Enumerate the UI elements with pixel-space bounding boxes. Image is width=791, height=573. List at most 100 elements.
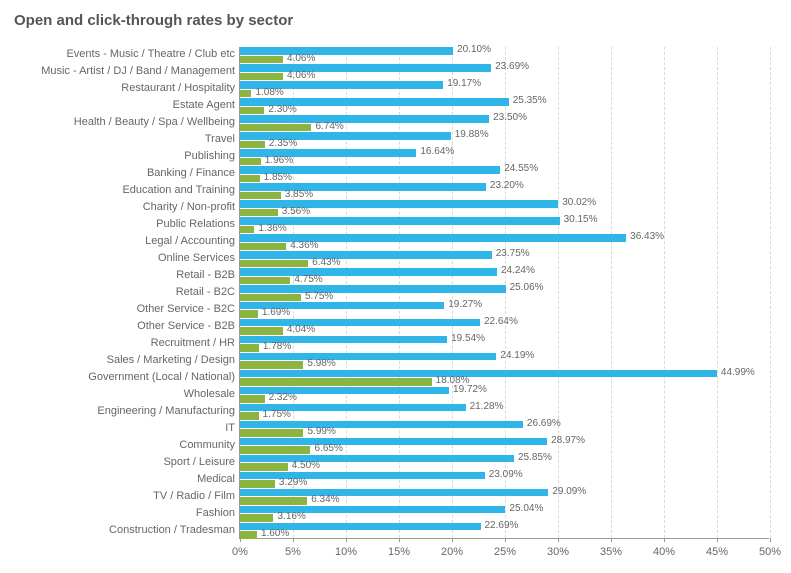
bar-open-value: 19.27%: [444, 301, 482, 309]
bar-click: [240, 277, 290, 285]
chart-row: Community28.97%6.65%: [240, 438, 769, 447]
bar-click-value: 5.99%: [303, 428, 335, 436]
category-label: Sales / Marketing / Design: [15, 355, 235, 366]
bar-open: [240, 64, 491, 72]
x-tick-label: 50%: [759, 546, 781, 558]
bar-open-value: 21.28%: [466, 403, 504, 411]
category-label: IT: [15, 423, 235, 434]
x-tick-label: 45%: [706, 546, 728, 558]
bar-click-value: 2.35%: [265, 140, 297, 148]
chart-row: Other Service - B2B22.64%4.04%: [240, 319, 769, 328]
bar-click-value: 5.98%: [303, 360, 335, 368]
bar-click-value: 6.43%: [308, 259, 340, 267]
bar-click-value: 4.36%: [286, 242, 318, 250]
bar-click-value: 6.74%: [311, 123, 343, 131]
bar-click: [240, 514, 273, 522]
bar-open-value: 36.43%: [626, 233, 664, 241]
bar-click: [240, 158, 261, 166]
bar-click-value: 4.06%: [283, 72, 315, 80]
chart-row: IT26.69%5.99%: [240, 421, 769, 430]
bar-click-value: 4.50%: [288, 462, 320, 470]
chart-row: Publishing16.64%1.96%: [240, 149, 769, 158]
bar-click: [240, 209, 278, 217]
bar-click: [240, 56, 283, 64]
bar-click-value: 1.85%: [260, 174, 292, 182]
bar-open-value: 22.64%: [480, 318, 518, 326]
bar-click-value: 1.78%: [259, 343, 291, 351]
bar-open: [240, 421, 523, 429]
x-tick-label: 0%: [232, 546, 248, 558]
bar-click: [240, 497, 307, 505]
bar-open: [240, 268, 497, 276]
bar-click-value: 1.60%: [257, 530, 289, 538]
x-tick: [611, 538, 612, 542]
bar-open-value: 19.54%: [447, 335, 485, 343]
chart-row: Estate Agent25.35%2.30%: [240, 98, 769, 107]
chart-row: TV / Radio / Film29.09%6.34%: [240, 489, 769, 498]
chart-row: Recruitment / HR19.54%1.78%: [240, 336, 769, 345]
bar-click: [240, 429, 303, 437]
bar-open-value: 23.75%: [492, 250, 530, 258]
chart-row: Engineering / Manufacturing21.28%1.75%: [240, 404, 769, 413]
x-tick: [505, 538, 506, 542]
chart-row: Events - Music / Theatre / Club etc20.10…: [240, 47, 769, 56]
bar-open-value: 30.02%: [558, 199, 596, 207]
category-label: Education and Training: [15, 185, 235, 196]
bar-click-value: 6.34%: [307, 496, 339, 504]
category-label: Fashion: [15, 508, 235, 519]
chart-row: Retail - B2C25.06%5.75%: [240, 285, 769, 294]
bar-click-value: 1.36%: [254, 225, 286, 233]
category-label: Events - Music / Theatre / Club etc: [15, 49, 235, 60]
bar-click: [240, 327, 283, 335]
bar-click-value: 1.75%: [259, 411, 291, 419]
bar-open-value: 24.19%: [496, 352, 534, 360]
category-label: Restaurant / Hospitality: [15, 83, 235, 94]
bar-open-value: 25.04%: [505, 505, 543, 513]
x-tick: [399, 538, 400, 542]
bar-click: [240, 90, 251, 98]
bar-click: [240, 73, 283, 81]
x-tick-label: 25%: [494, 546, 516, 558]
bar-click: [240, 395, 265, 403]
bar-click: [240, 378, 432, 386]
chart-row: Other Service - B2C19.27%1.69%: [240, 302, 769, 311]
chart-row: Legal / Accounting36.43%4.36%: [240, 234, 769, 243]
chart-row: Health / Beauty / Spa / Wellbeing23.50%6…: [240, 115, 769, 124]
bar-click: [240, 463, 288, 471]
chart-row: Travel19.88%2.35%: [240, 132, 769, 141]
x-tick-label: 30%: [547, 546, 569, 558]
x-tick: [452, 538, 453, 542]
bar-click-value: 4.06%: [283, 55, 315, 63]
category-label: Other Service - B2B: [15, 321, 235, 332]
bar-open-value: 25.85%: [514, 454, 552, 462]
bar-open: [240, 472, 485, 480]
category-label: Medical: [15, 474, 235, 485]
bar-click: [240, 243, 286, 251]
chart-row: Charity / Non-profit30.02%3.56%: [240, 200, 769, 209]
gridline: [770, 47, 771, 538]
bar-open: [240, 455, 514, 463]
bar-open-value: 19.17%: [443, 80, 481, 88]
chart-title: Open and click-through rates by sector: [14, 12, 777, 29]
chart-row: Government (Local / National)44.99%18.08…: [240, 370, 769, 379]
bar-click-value: 3.56%: [278, 208, 310, 216]
category-label: Banking / Finance: [15, 168, 235, 179]
category-label: Charity / Non-profit: [15, 202, 235, 213]
x-tick-label: 35%: [600, 546, 622, 558]
x-tick: [558, 538, 559, 542]
bar-click: [240, 480, 275, 488]
bar-click-value: 1.96%: [261, 157, 293, 165]
chart-row: Fashion25.04%3.16%: [240, 506, 769, 515]
bar-click: [240, 344, 259, 352]
category-label: Retail - B2B: [15, 270, 235, 281]
chart-row: Sales / Marketing / Design24.19%5.98%: [240, 353, 769, 362]
bar-open: [240, 489, 548, 497]
bar-open-value: 23.50%: [489, 114, 527, 122]
category-label: Government (Local / National): [15, 372, 235, 383]
bar-click-value: 3.85%: [281, 191, 313, 199]
x-tick-label: 10%: [335, 546, 357, 558]
bar-open-value: 29.09%: [548, 488, 586, 496]
category-label: Community: [15, 440, 235, 451]
chart-row: Restaurant / Hospitality19.17%1.08%: [240, 81, 769, 90]
x-tick-label: 40%: [653, 546, 675, 558]
